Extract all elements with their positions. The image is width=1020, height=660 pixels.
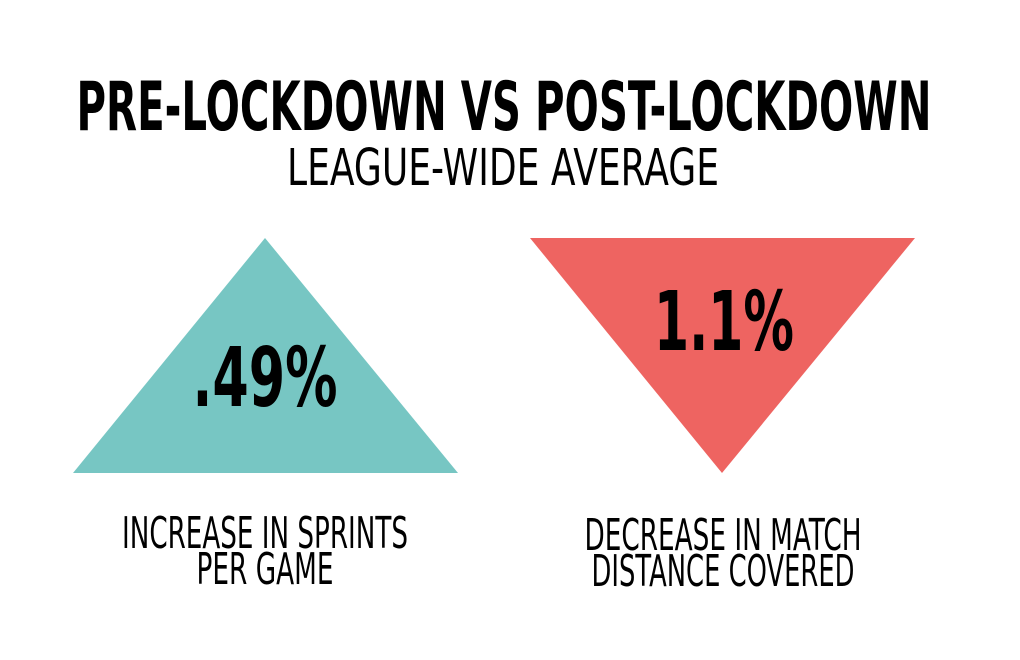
title: PRE-LOCKDOWN VS POST-LOCKDOWN: [77, 68, 932, 147]
stat-value: .49%: [193, 331, 338, 426]
down-triangle: [530, 238, 915, 473]
caption-line: INCREASE IN SPRINTS: [122, 508, 408, 559]
caption-line: PER GAME: [197, 544, 334, 595]
subtitle: LEAGUE-WIDE AVERAGE: [287, 139, 719, 198]
up-triangle: [73, 238, 458, 473]
stat-value: 1.1%: [654, 275, 794, 370]
caption-line: DECREASE IN MATCH: [585, 510, 862, 561]
caption-line: DISTANCE COVERED: [592, 546, 855, 597]
